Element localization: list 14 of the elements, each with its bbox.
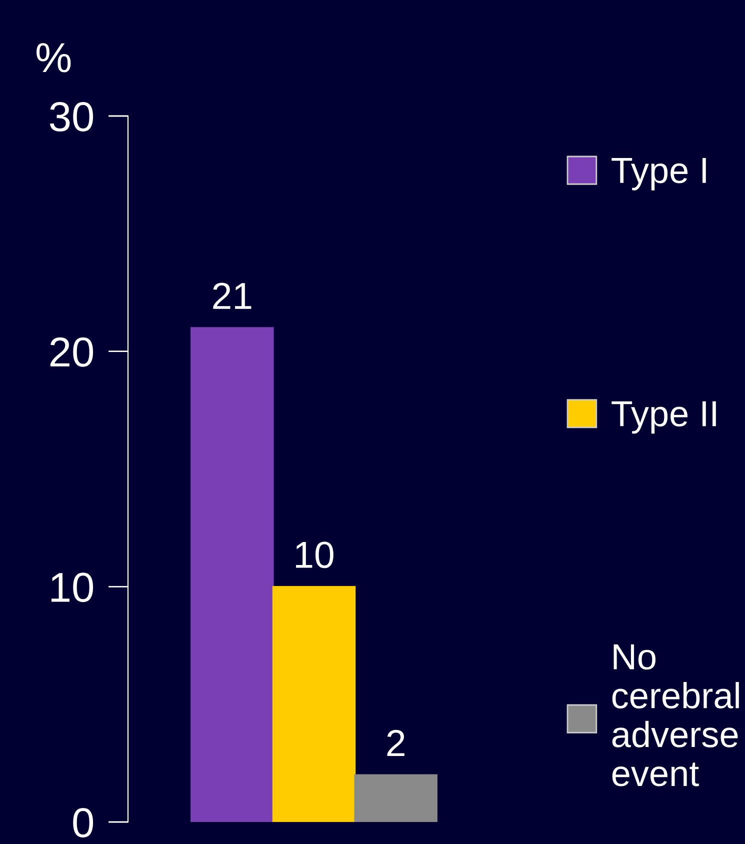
legend-label: Type II xyxy=(612,401,716,434)
data-label: 2 xyxy=(387,730,404,756)
y-tick-label: 20 xyxy=(50,337,94,367)
y-tick-label: 30 xyxy=(50,102,94,132)
y-tick-label: 10 xyxy=(52,572,94,602)
bar xyxy=(190,327,274,822)
y-axis-title: % xyxy=(36,43,71,72)
data-label: 10 xyxy=(296,542,334,568)
bar xyxy=(354,774,438,822)
bar xyxy=(272,586,356,822)
legend-label: Type I xyxy=(612,158,706,190)
legend-label: No cerebral adverse event xyxy=(612,644,739,786)
y-tick-label: 0 xyxy=(73,808,94,838)
data-label: 21 xyxy=(213,282,252,309)
